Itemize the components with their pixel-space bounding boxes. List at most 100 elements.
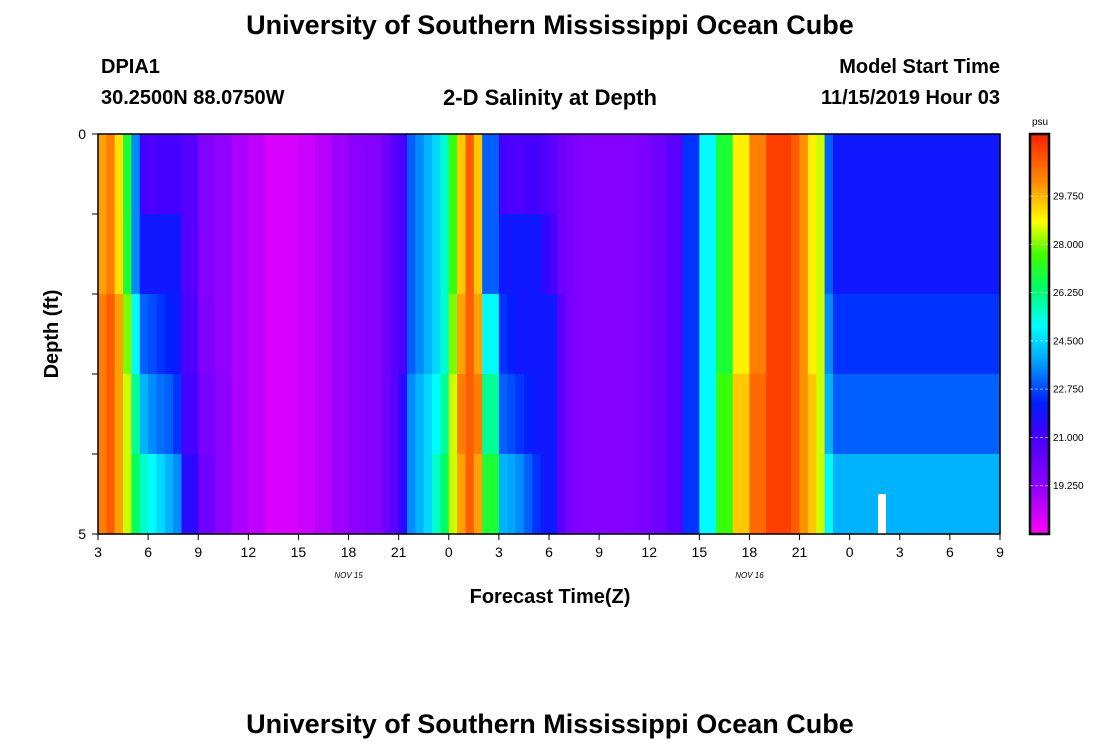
heatmap-cell [924,454,934,535]
heatmap-cell [139,134,149,215]
heatmap-cell [824,374,834,455]
heatmap-cell [699,214,717,295]
heatmap-cell [807,134,817,215]
heatmap-cell [540,374,550,455]
heatmap-cell [398,214,408,295]
heatmap-cell [916,454,926,535]
heatmap-cell [457,374,467,455]
heatmap-cell [782,454,792,535]
heatmap-cell [983,214,1001,295]
heatmap-cell [123,214,133,295]
heatmap-cell [807,294,817,375]
heatmap-cell [549,294,558,375]
heatmap-cell [98,214,107,295]
heatmap-cell [407,294,416,375]
heatmap-cell [498,134,508,215]
heatmap-cell [365,374,383,455]
heatmap-cell [148,134,158,215]
heatmap-cell [465,134,475,215]
heatmap-cell [866,134,876,215]
heatmap-cell [515,214,525,295]
heatmap-cell [473,214,483,295]
heatmap-cell [933,214,951,295]
heatmap-cell [381,294,391,375]
heatmap-cell [532,374,542,455]
heatmap-cell [582,374,592,455]
heatmap-cell [532,214,542,295]
heatmap-cell [164,294,174,375]
heatmap-cell [315,374,333,455]
heatmap-cell [899,294,909,375]
heatmap-cell [482,454,500,535]
heatmap-cell [265,454,283,535]
heatmap-cell [782,134,792,215]
heatmap-cell [807,374,817,455]
heatmap-cell [98,454,107,535]
heatmap-cell [966,134,984,215]
heatmap-cell [899,454,909,535]
heatmap-cell [565,454,575,535]
heatmap-cell [615,294,634,375]
y-tick-label: 0 [78,126,86,142]
heatmap-cell [106,374,116,455]
heatmap-cell [924,214,934,295]
heatmap-cell [98,134,107,215]
heatmap-cell [716,134,734,215]
heatmap-cell [590,294,600,375]
heatmap-cell [398,134,408,215]
heatmap-cell [156,374,166,455]
heatmap-cell [716,294,734,375]
heatmap-cell [415,374,425,455]
heatmap-cell [448,134,458,215]
heatmap-cell [682,214,700,295]
heatmap-cell [465,454,475,535]
heatmap-cell [432,294,442,375]
heatmap-cell [407,374,416,455]
heatmap-cell [173,134,183,215]
heatmap-cell [665,454,684,535]
heatmap-cell [265,294,283,375]
heatmap-cell [832,134,842,215]
heatmap-cell [891,134,901,215]
heatmap-cell [198,454,216,535]
heatmap-cell [582,134,592,215]
heatmap-cell [415,214,425,295]
heatmap-cell [874,374,884,455]
x-tick-label: 6 [946,544,954,560]
heatmap-cell [682,294,700,375]
heatmap-cell [749,134,767,215]
heatmap-cell [365,454,383,535]
heatmap-cell [482,374,500,455]
heatmap-cell [131,214,141,295]
heatmap-cell [832,454,842,535]
heatmap-cell [348,134,366,215]
heatmap-cell [523,134,533,215]
y-axis-title: Depth (ft) [41,290,63,379]
heatmap-cell [231,374,249,455]
heatmap-cell [331,134,350,215]
heatmap-cell [782,374,792,455]
heatmap-cell [807,454,817,535]
colorbar-tick-label: 24.500 [1053,336,1084,347]
heatmap-cell [248,214,266,295]
heatmap-cell [832,374,842,455]
y-tick-label: 5 [78,526,86,542]
heatmap-cell [507,214,517,295]
heatmap-cell [498,294,508,375]
heatmap-cell [181,214,199,295]
heatmap-cell [632,214,650,295]
heatmap-cell [732,214,751,295]
heatmap-cell [849,294,859,375]
heatmap-cell [599,294,617,375]
heatmap-cell [632,454,650,535]
heatmap-cell [123,454,133,535]
heatmap-cell [824,294,834,375]
heatmap-cell [540,214,550,295]
colorbar-unit: psu [1032,117,1048,128]
heatmap-cell [173,374,183,455]
heatmap-cell [156,214,166,295]
heatmap-cell [440,454,450,535]
heatmap-cell [574,214,584,295]
colorbar-tick-label: 22.750 [1053,385,1084,396]
